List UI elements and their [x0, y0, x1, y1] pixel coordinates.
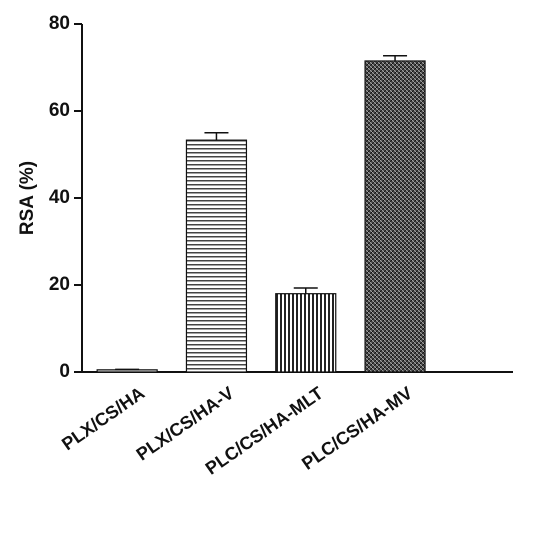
bar	[96, 369, 158, 373]
y-tick-label: 20	[49, 274, 70, 295]
y-tick-label: 60	[49, 100, 70, 121]
y-axis-label: RSA (%)	[17, 161, 38, 235]
bar	[275, 293, 337, 373]
x-tick-label: PLX/CS/HA	[58, 383, 148, 454]
bar	[185, 139, 248, 373]
y-tick-label: 40	[49, 187, 70, 208]
bar	[364, 60, 426, 373]
y-tick-label: 0	[59, 361, 70, 382]
y-tick-label: 80	[49, 13, 70, 34]
